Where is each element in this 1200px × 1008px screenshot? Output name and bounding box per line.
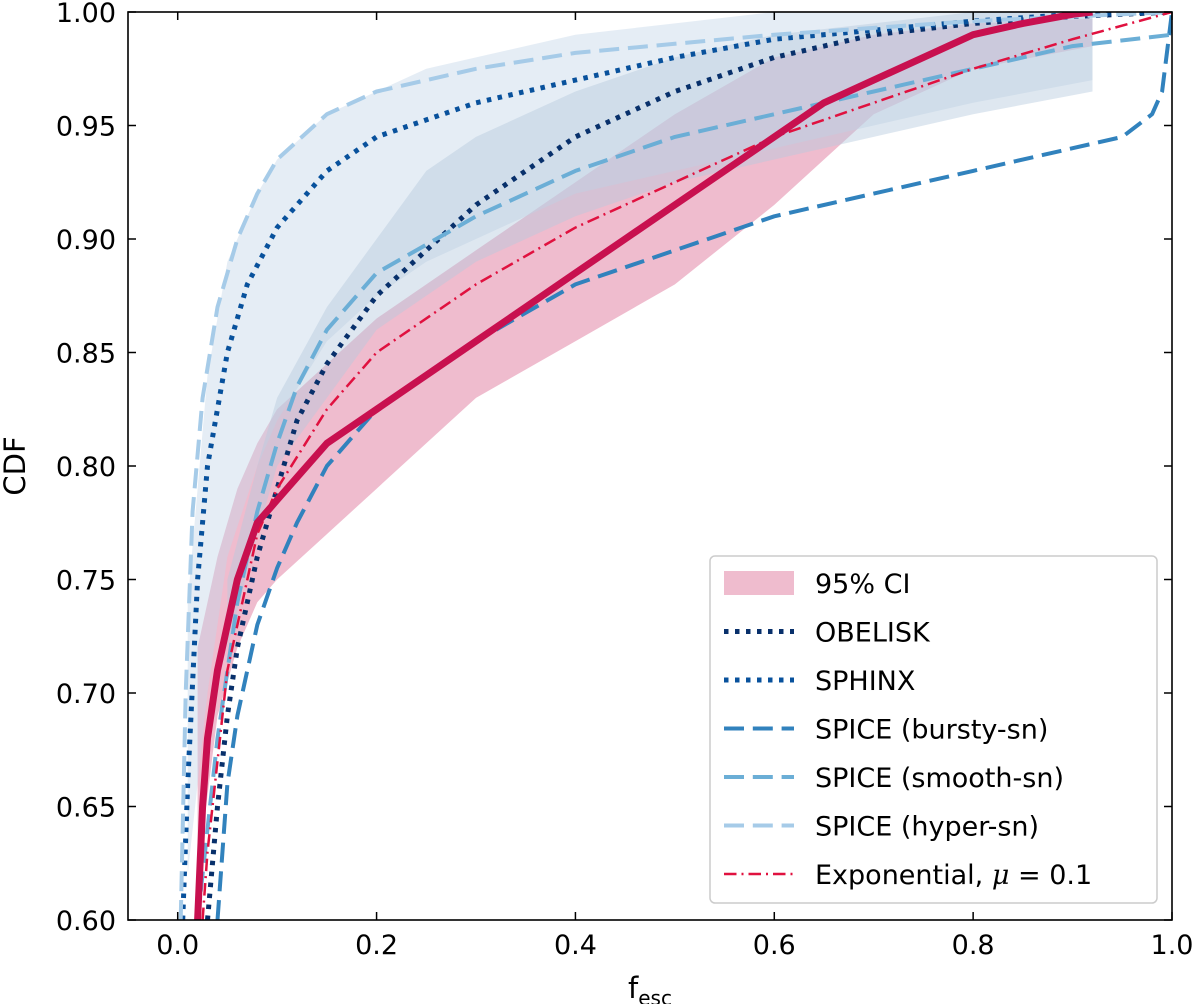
x-tick-label: 0.6 xyxy=(753,930,796,961)
y-tick-label: 0.80 xyxy=(56,452,116,483)
legend-label: SPHINX xyxy=(815,666,915,697)
x-axis-label: fesc xyxy=(628,971,672,1004)
series-line-6 xyxy=(194,12,1093,920)
legend-item-exponential-0-1: Exponential, μ = 0.1 xyxy=(724,860,1092,891)
series-line-spice-smooth-sn xyxy=(195,32,1172,920)
legend-item-95-ci: 95% CI xyxy=(724,569,910,600)
x-tick-label: 0.4 xyxy=(554,930,597,961)
legend-label: 95% CI xyxy=(815,569,910,600)
x-tick-label: 0.8 xyxy=(952,930,995,961)
legend-item-spice-hyper-sn: SPICE (hyper-sn) xyxy=(724,812,1039,843)
series-line-spice-bursty-sn xyxy=(215,12,1172,920)
legend-item-spice-bursty-sn: SPICE (bursty-sn) xyxy=(724,715,1048,746)
y-tick-label: 0.70 xyxy=(56,679,116,710)
y-tick-label: 0.75 xyxy=(56,566,116,597)
series-line-spice-hyper-sn xyxy=(178,12,1172,920)
band-1 xyxy=(187,12,1093,875)
legend-item-obelisk: OBELISK xyxy=(724,618,931,649)
legend-item-sphinx: SPHINX xyxy=(724,666,915,697)
legend: 95% CI OBELISK SPHINX SPICE (bursty-sn) SPIC… xyxy=(709,555,1158,904)
y-tick-label: 0.60 xyxy=(56,906,116,937)
legend-label: SPICE (hyper-sn) xyxy=(815,812,1039,843)
series-line-exponential-0-1 xyxy=(201,12,1172,920)
legend-label: OBELISK xyxy=(815,618,931,649)
band-2 xyxy=(227,12,1093,648)
legend-label: SPICE (bursty-sn) xyxy=(815,715,1048,746)
y-axis-label: CDF xyxy=(0,436,32,495)
legend-label: SPICE (smooth-sn) xyxy=(815,763,1064,794)
band-95-ci xyxy=(197,18,1093,875)
legend-swatch xyxy=(724,571,794,595)
y-tick-label: 0.95 xyxy=(56,112,116,143)
y-tick-label: 0.90 xyxy=(56,225,116,256)
x-tick-label: 0.2 xyxy=(355,930,398,961)
x-tick-label: 1.0 xyxy=(1151,930,1194,961)
y-tick-label: 0.85 xyxy=(56,339,116,370)
legend-frame xyxy=(709,555,1158,904)
confidence-bands xyxy=(187,12,1093,875)
y-tick-label: 0.65 xyxy=(56,793,116,824)
axis-ticks: 0.0 0.2 0.4 0.6 0.8 1.0 0.60 0.65 0.70 0.75 0.80 0.… xyxy=(56,0,1194,961)
series-lines xyxy=(178,12,1172,920)
x-tick-label: 0.0 xyxy=(156,930,199,961)
y-tick-label: 1.00 xyxy=(56,0,116,29)
legend-label: Exponential, μ = 0.1 xyxy=(815,860,1092,891)
legend-item-spice-smooth-sn: SPICE (smooth-sn) xyxy=(724,763,1064,794)
